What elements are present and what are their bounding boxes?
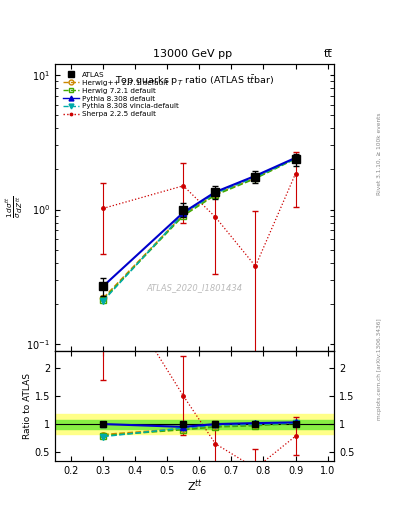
Text: ATLAS_2020_I1801434: ATLAS_2020_I1801434 (147, 283, 242, 292)
Y-axis label: Ratio to ATLAS: Ratio to ATLAS (23, 373, 32, 439)
Bar (55, 419, 334, 429)
Text: tt̅: tt̅ (323, 49, 332, 59)
Text: mcplots.cern.ch [arXiv:1306.3436]: mcplots.cern.ch [arXiv:1306.3436] (377, 318, 382, 419)
X-axis label: Z$^{tt}$: Z$^{tt}$ (187, 478, 202, 494)
Text: 13000 GeV pp: 13000 GeV pp (153, 49, 232, 59)
Legend: ATLAS, Herwig++ 2.7.1 default, Herwig 7.2.1 default, Pythia 8.308 default, Pythi: ATLAS, Herwig++ 2.7.1 default, Herwig 7.… (61, 71, 180, 119)
Bar (55, 414, 334, 434)
Text: Top quarks p$_T$ ratio (ATLAS t$\bar{t}$bar): Top quarks p$_T$ ratio (ATLAS t$\bar{t}$… (115, 73, 274, 88)
Text: Rivet 3.1.10, ≥ 100k events: Rivet 3.1.10, ≥ 100k events (377, 112, 382, 195)
Y-axis label: $\frac{1}{\sigma}\frac{d\sigma^{tt}}{dZ^{tt}}$: $\frac{1}{\sigma}\frac{d\sigma^{tt}}{dZ^… (4, 196, 25, 219)
